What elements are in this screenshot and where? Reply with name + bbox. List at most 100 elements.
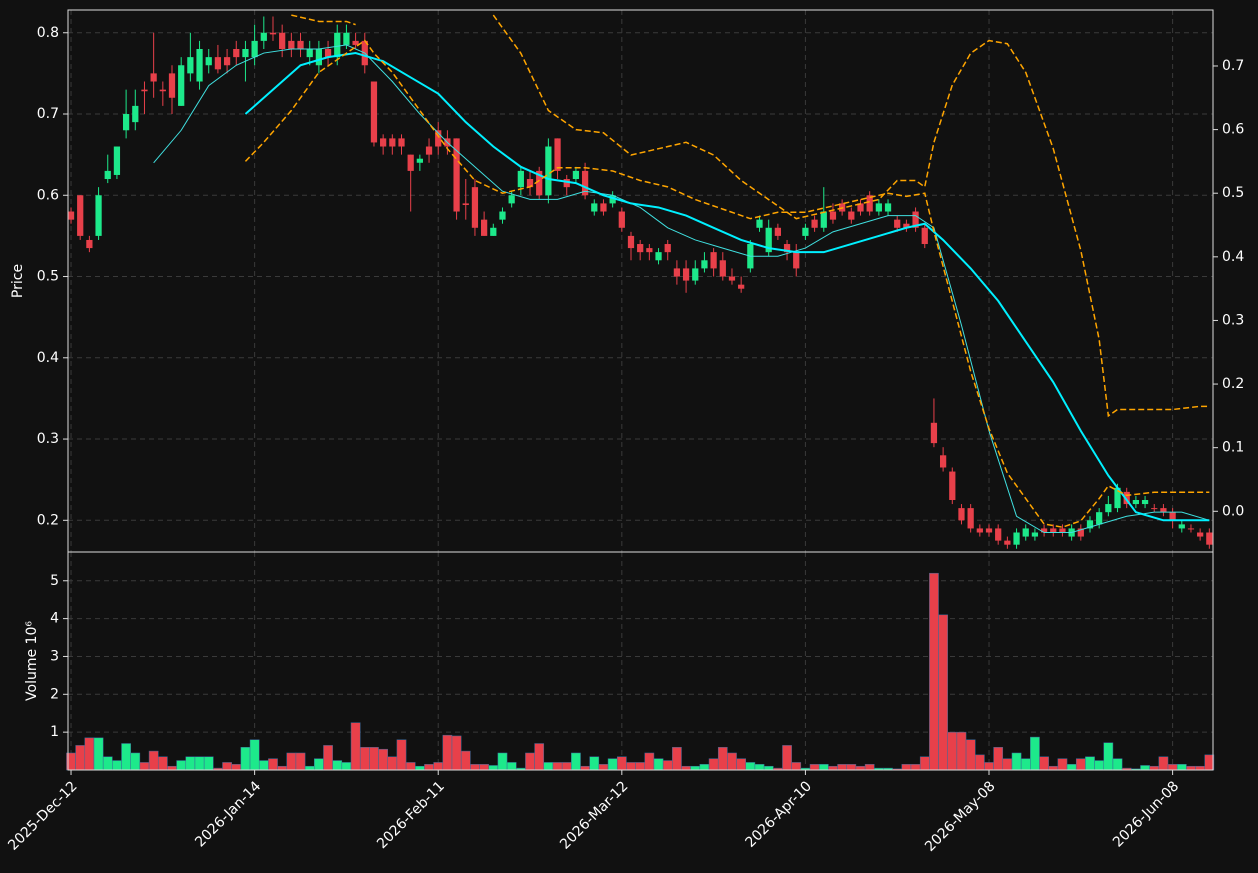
candle-body [793, 252, 800, 269]
volume-bar [1195, 765, 1205, 771]
candle-body [591, 203, 598, 212]
candle-body [875, 203, 882, 212]
candle-body [1141, 499, 1149, 505]
indicator-line [244, 39, 1210, 528]
volume-bar [240, 747, 251, 771]
volume-bar [993, 747, 1004, 771]
y2-tick-label: 0.0 [1222, 503, 1244, 519]
volume-bar [1030, 736, 1040, 771]
y-tick-label: 0.5 [37, 269, 59, 285]
volume-bar [350, 722, 361, 771]
candle-body [1096, 512, 1103, 525]
candle-body [95, 195, 102, 236]
volume-bar [653, 758, 664, 771]
volume-bar [616, 756, 627, 771]
candle-body [802, 227, 809, 236]
candle-body [664, 244, 671, 253]
volume-bar [534, 743, 545, 771]
volume-bar [1066, 764, 1077, 771]
volume-bar [479, 764, 489, 771]
candle-body [380, 138, 387, 147]
volume-bar [424, 764, 434, 771]
candle-body [848, 211, 855, 220]
volume-bar [359, 747, 370, 771]
candle-body [774, 227, 781, 236]
volume-bar [580, 765, 590, 771]
volume-bar [828, 765, 838, 771]
volume-bar [157, 756, 168, 771]
candle-body [738, 284, 745, 289]
candle-body [563, 179, 570, 188]
volume-bar [102, 756, 113, 771]
candle-body [352, 40, 359, 45]
y-tick-label: 2 [50, 686, 59, 702]
volume-bar [341, 762, 352, 771]
y2-tick-label: 0.6 [1222, 122, 1244, 138]
volume-bar [717, 747, 728, 771]
volume-bar [791, 762, 802, 771]
y2-tick-label: 0.4 [1222, 249, 1244, 265]
candle-body [1132, 499, 1140, 505]
candle-body [765, 227, 772, 253]
candle-body [150, 73, 157, 82]
candle-body [1013, 532, 1020, 545]
volume-bar [552, 762, 563, 771]
volume-bar [763, 765, 774, 771]
candle-body [132, 105, 139, 123]
indicator-line [153, 44, 1210, 533]
price-marks [68, 14, 1213, 549]
volume-bar [818, 764, 829, 771]
volume-bar [323, 745, 333, 771]
y-tick-label: 0.4 [37, 350, 59, 366]
y2-tick-label: 0.3 [1222, 312, 1244, 328]
y-tick-label: 0.6 [37, 187, 59, 203]
x-tick-label: 2025-Dec-12 [5, 778, 80, 853]
candle-body [370, 81, 378, 143]
volume-bar [378, 748, 388, 771]
candle-body [223, 57, 231, 66]
candle-body [673, 268, 681, 277]
indicator-line [244, 52, 1210, 522]
volume-bar [525, 752, 535, 771]
volume-bar [681, 765, 691, 771]
volume-bar [176, 760, 187, 771]
volume-bar [1085, 756, 1095, 771]
volume-bar [782, 745, 792, 771]
volume-bar [672, 747, 682, 771]
volume-bar [910, 764, 921, 771]
candle-body [572, 170, 580, 180]
candle-body [104, 170, 111, 180]
volume-bar [589, 756, 600, 771]
volume-bar [929, 572, 939, 771]
volume-bar [304, 765, 315, 771]
candle-body [517, 170, 524, 188]
candle-body [416, 158, 423, 163]
candle-body [554, 138, 561, 171]
volume-bar [754, 764, 765, 771]
candle-body [1169, 512, 1176, 521]
volume-bar [295, 752, 306, 771]
volume-bar [1039, 756, 1049, 771]
volume-bar [1158, 756, 1169, 771]
y2-tick-label: 0.5 [1222, 185, 1244, 201]
volume-bar [1020, 758, 1031, 771]
candle-body [857, 203, 864, 212]
candle-body [655, 252, 662, 261]
volume-bar [543, 762, 554, 771]
candle-body [930, 422, 938, 444]
x-tick-label: 2026-Mar-12 [557, 778, 631, 852]
candle-body [196, 49, 203, 82]
candle-body [1105, 504, 1112, 513]
candle-body [499, 211, 506, 220]
x-tick-label: 2026-Jun-08 [1110, 778, 1182, 850]
volume-bar [1002, 758, 1013, 771]
volume-bar [1149, 765, 1160, 771]
volume-bar [194, 756, 205, 771]
x-tick-label: 2026-Apr-10 [743, 778, 816, 851]
candle-body [1178, 524, 1185, 529]
y-tick-label: 1 [50, 724, 59, 740]
volume-bar [470, 764, 480, 771]
candle-body [756, 219, 763, 228]
indicator-line [291, 14, 1210, 418]
volume-bar [268, 758, 278, 771]
